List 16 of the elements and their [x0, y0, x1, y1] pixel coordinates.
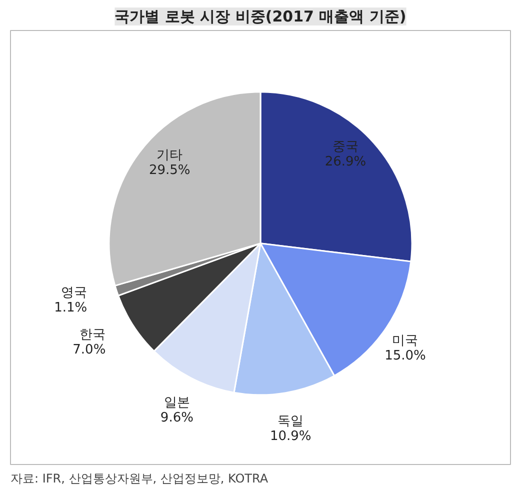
slice-label: 중국 [332, 139, 359, 154]
slice-label: 영국 [61, 286, 88, 301]
slice-label: 일본 [164, 396, 190, 411]
data-label: 9.6% [160, 410, 194, 426]
data-label: 7.0% [72, 342, 106, 358]
slice-label: 기타 [156, 148, 183, 163]
chart-title: 국가별 로봇 시장 비중(2017 매출액 기준) [114, 8, 406, 26]
data-label: 26.9% [324, 154, 366, 170]
data-label: 10.9% [270, 429, 312, 444]
slice-label: 독일 [278, 414, 304, 430]
slice-label: 한국 [80, 328, 106, 343]
data-label: 15.0% [384, 348, 426, 364]
slice-label: 미국 [392, 333, 418, 348]
text: 자료: IFR, 산업통상자원부, 산업정보망, KOTRA [10, 472, 269, 486]
data-label: 29.5% [148, 162, 190, 178]
data-label: 1.1% [54, 300, 88, 316]
